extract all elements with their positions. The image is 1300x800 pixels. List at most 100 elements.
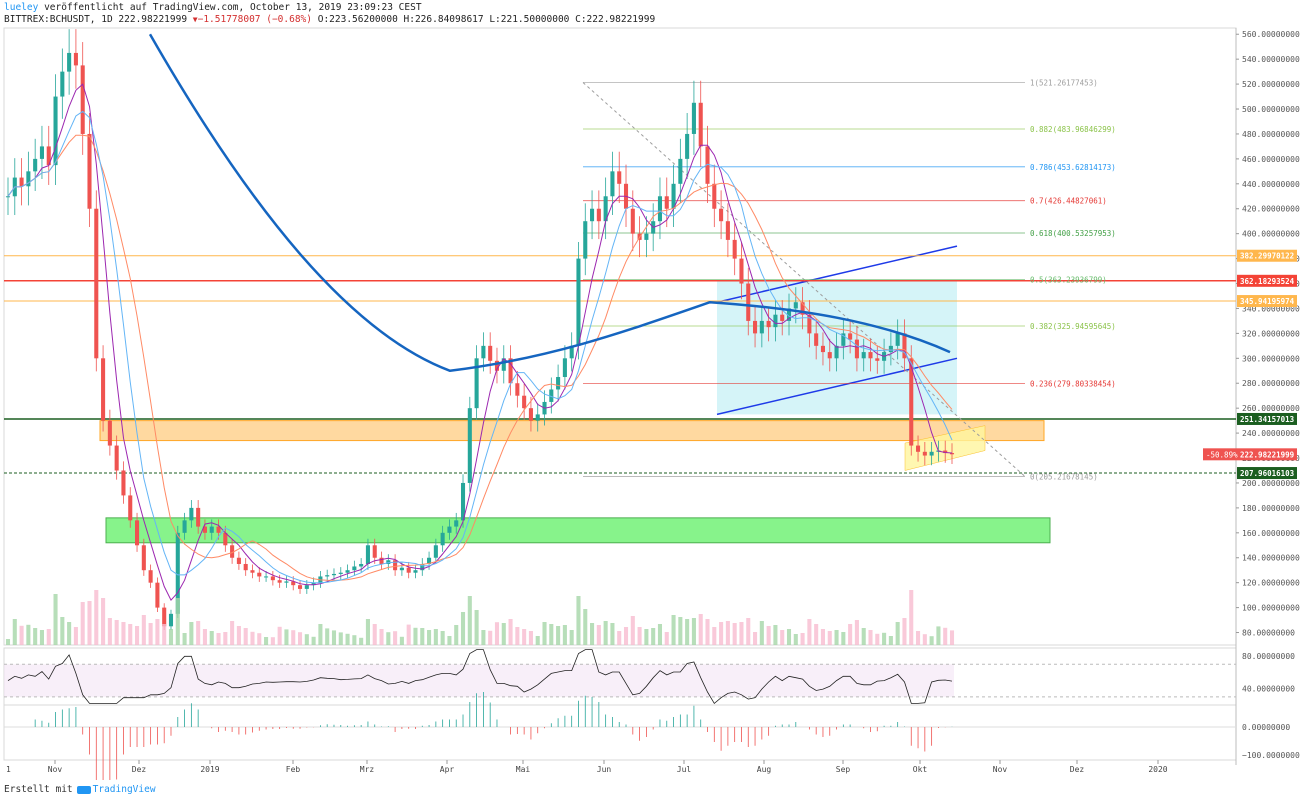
candle-body [786, 308, 792, 321]
volume-bar [447, 636, 452, 645]
volume-bar [861, 628, 866, 645]
x-tick-label: Dez [1070, 765, 1085, 774]
volume-bar [420, 628, 425, 645]
candle-body [929, 451, 934, 456]
volume-bar [671, 615, 676, 645]
price-tag-label: 362.18293524 [1240, 277, 1295, 286]
volume-bar [216, 633, 221, 645]
volume-bar [834, 630, 839, 645]
volume-bar [39, 630, 44, 645]
candle-body [868, 352, 873, 359]
volume-bar [882, 632, 887, 645]
candle-body [39, 146, 44, 159]
volume-bar [53, 594, 58, 645]
author-link[interactable]: lueley [4, 2, 39, 13]
volume-bar [331, 630, 337, 645]
volume-bar [664, 632, 669, 645]
candle-body [284, 581, 289, 583]
volume-bar [454, 625, 459, 645]
candle-body [107, 420, 112, 446]
volume-bar [814, 624, 819, 645]
candle-body [501, 358, 506, 371]
candle-body [766, 320, 771, 328]
candle-body [522, 395, 527, 409]
candle-body [196, 507, 201, 527]
candle-body [297, 585, 303, 589]
volume-bar [114, 620, 119, 645]
volume-bar [854, 620, 859, 645]
volume-bar [719, 622, 724, 645]
x-tick-label: Mai [516, 765, 531, 774]
volume-bar [413, 627, 418, 645]
x-edge-label: 1 [6, 765, 11, 774]
candle-body [121, 470, 126, 496]
volume-bar [460, 612, 466, 645]
y-tick-label: 520.00000000 [1242, 80, 1300, 89]
candle-body [753, 320, 758, 334]
volume-bar [5, 639, 11, 645]
candle-body [556, 377, 561, 390]
x-tick-label: Dez [132, 765, 147, 774]
candle-body [338, 572, 343, 574]
volume-bar [936, 626, 941, 645]
volume-bar [705, 619, 710, 645]
candle-body [644, 233, 649, 240]
volume-bar [46, 629, 51, 645]
volume-bar [888, 636, 893, 645]
y-tick-label: 560.00000000 [1242, 30, 1300, 39]
candle-body [820, 345, 826, 353]
channel-lower [716, 357, 958, 416]
volume-bar [943, 627, 948, 645]
volume-bar [175, 598, 180, 645]
change-badge [1203, 448, 1237, 461]
rsi-band [4, 664, 954, 697]
volume-bar [644, 629, 649, 645]
candle-body [528, 408, 533, 421]
tradingview-logo-icon [76, 785, 91, 794]
volume-bar [121, 622, 126, 645]
candle-body [223, 532, 228, 546]
footer-prefix: Erstellt mit [4, 784, 73, 795]
volume-bar [223, 632, 228, 645]
candle-body [440, 532, 445, 546]
candle-body [739, 258, 744, 284]
candle-body [94, 208, 99, 359]
price-chart[interactable]: 560.00000000 540.00000000 520.00000000 500.… [0, 0, 1300, 780]
volume-bar [277, 626, 282, 645]
fib-level-label: 0.786(453.62814173) [1030, 163, 1116, 172]
footer-brand[interactable]: TradingView [92, 784, 156, 795]
volume-bar [501, 623, 506, 645]
volume-bar [243, 628, 248, 645]
ema-orange-line [7, 134, 953, 581]
volume-bar [685, 619, 690, 645]
volume-bar [549, 624, 554, 645]
volume-bar [583, 609, 588, 645]
fib-level-label: 0.5(363.23936799) [1030, 275, 1107, 284]
candle-body [888, 345, 893, 353]
candle-body [732, 239, 737, 259]
volume-bar [440, 631, 445, 645]
y-tick-label: 280.00000000 [1242, 379, 1300, 388]
volume-bar [773, 625, 778, 645]
volume-bar [73, 627, 78, 645]
volume-bar [304, 634, 309, 645]
candle-body [372, 545, 377, 558]
y-tick-label: 160.00000000 [1242, 529, 1300, 538]
x-tick-label: Nov [48, 765, 63, 774]
candle-body [216, 526, 221, 533]
candle-body [562, 358, 567, 378]
candle-body [359, 563, 364, 567]
price-tag [1237, 295, 1297, 308]
volume-bar [868, 630, 873, 645]
y-tick-label: 80.00000000 [1242, 629, 1295, 638]
candle-body [257, 572, 262, 577]
volume-bar [101, 598, 106, 645]
y-tick-label: 460.00000000 [1242, 155, 1300, 164]
candle-body [909, 358, 914, 446]
volume-bar [264, 637, 269, 645]
candle-body [583, 221, 588, 259]
volume-bar [515, 627, 520, 645]
volume-bar [311, 636, 316, 645]
macd-axis-label: 0.00000000 [1242, 723, 1290, 732]
volume-bar [155, 619, 160, 645]
